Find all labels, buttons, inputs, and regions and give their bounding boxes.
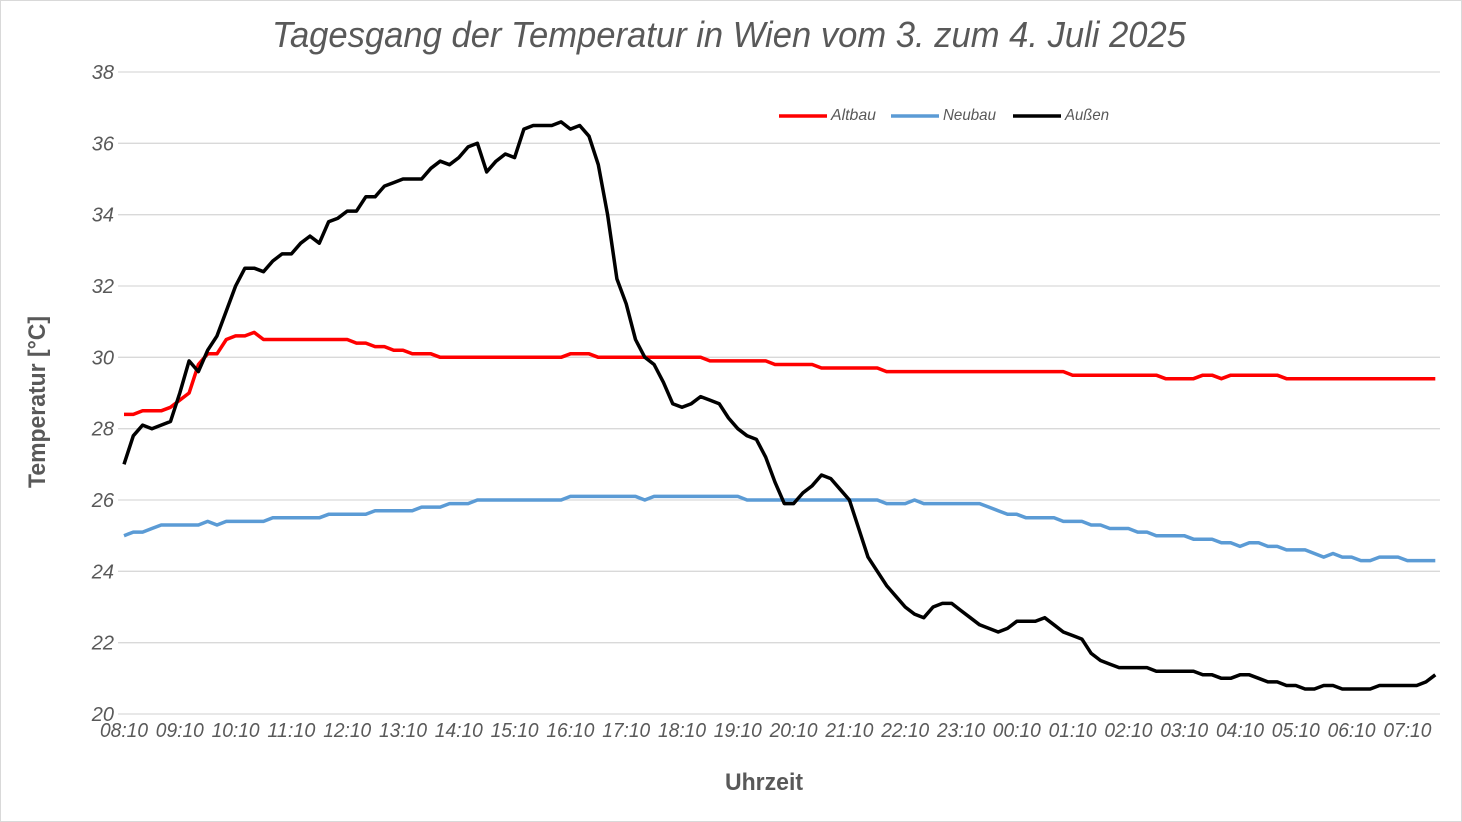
x-tick-label: 23:10 xyxy=(936,720,985,742)
chart-title: Tagesgang der Temperatur in Wien vom 3. … xyxy=(272,14,1187,55)
y-tick-label: 30 xyxy=(92,347,114,369)
x-tick-label: 13:10 xyxy=(379,720,427,742)
y-axis-label: Temperatur [°C] xyxy=(24,316,51,488)
y-tick-label: 28 xyxy=(91,419,114,441)
y-tick-label: 20 xyxy=(91,704,114,726)
y-tick-label: 34 xyxy=(92,205,114,227)
x-tick-label: 14:10 xyxy=(435,720,483,742)
x-tick-label: 10:10 xyxy=(212,720,260,742)
x-tick-label: 00:10 xyxy=(993,720,1041,742)
legend-item: Außen xyxy=(1013,107,1109,124)
legend-item: Altbau xyxy=(779,107,876,124)
x-tick-label: 08:10 xyxy=(100,720,148,742)
x-tick-label: 17:10 xyxy=(602,720,650,742)
x-tick-label: 07:10 xyxy=(1383,720,1431,742)
legend-label: Neubau xyxy=(943,107,996,124)
x-tick-label: 22:10 xyxy=(880,720,929,742)
x-axis-label: Uhrzeit xyxy=(725,769,803,796)
y-tick-label: 22 xyxy=(91,633,114,655)
x-tick-label: 05:10 xyxy=(1272,720,1320,742)
legend-item: Neubau xyxy=(891,107,996,124)
series-line-altbau xyxy=(124,330,1436,417)
y-tick-label: 38 xyxy=(92,62,114,84)
x-tick-label: 02:10 xyxy=(1104,720,1152,742)
x-tick-label: 12:10 xyxy=(323,720,371,742)
y-tick-label: 36 xyxy=(92,133,115,155)
x-tick-label: 19:10 xyxy=(714,720,762,742)
x-tick-label: 15:10 xyxy=(491,720,539,742)
x-tick-label: 04:10 xyxy=(1216,720,1264,742)
x-tick-label: 20:10 xyxy=(769,720,818,742)
x-tick-label: 01:10 xyxy=(1049,720,1097,742)
x-tick-label: 11:10 xyxy=(267,720,315,742)
series-line-neubau xyxy=(123,494,1436,563)
legend-label: Altbau xyxy=(830,107,876,124)
y-tick-label: 26 xyxy=(91,490,115,512)
x-tick-label: 21:10 xyxy=(824,720,873,742)
series-line-außen xyxy=(122,120,1437,691)
x-tick-label: 18:10 xyxy=(658,720,706,742)
x-tick-label: 09:10 xyxy=(156,720,204,742)
x-tick-label: 06:10 xyxy=(1328,720,1376,742)
y-tick-label: 24 xyxy=(91,561,114,583)
legend-label: Außen xyxy=(1064,107,1109,124)
x-tick-label: 03:10 xyxy=(1160,720,1208,742)
x-tick-label: 16:10 xyxy=(546,720,594,742)
y-tick-label: 32 xyxy=(92,276,114,298)
